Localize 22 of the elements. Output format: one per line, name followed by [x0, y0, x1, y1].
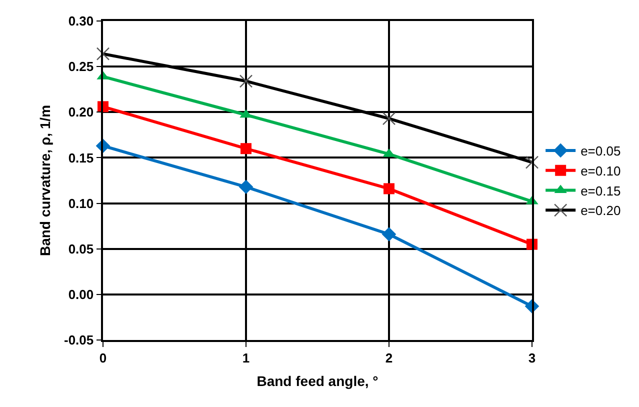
x-tick-label: 0 [99, 350, 107, 366]
x-tick-label: 1 [242, 350, 250, 366]
point [384, 183, 394, 194]
x-axis-title: Band feed angle, ° [256, 373, 378, 390]
y-tick-label: 0.05 [68, 241, 94, 256]
x-tick-label: 3 [528, 350, 536, 366]
x-tick-label: 2 [385, 350, 393, 366]
y-tick-label: -0.05 [64, 332, 94, 348]
y-tick-label: 0.30 [68, 14, 94, 29]
point [382, 227, 396, 242]
y-tick-label: 0.20 [68, 104, 94, 120]
y-tick-label: 0.25 [68, 59, 94, 74]
legend-label: e=0.10 [580, 163, 621, 178]
y-tick-label: 0.15 [68, 150, 94, 166]
legend-label: e=0.20 [580, 203, 621, 218]
legend-label: e=0.15 [580, 183, 621, 198]
y-tick-label: 0.00 [68, 286, 94, 302]
legend-label: e=0.05 [580, 144, 621, 159]
y-tick-label: 0.10 [68, 196, 94, 211]
point [238, 180, 254, 194]
point [240, 143, 252, 154]
y-axis-title: Band curvature, ρ, 1/m [37, 104, 54, 256]
